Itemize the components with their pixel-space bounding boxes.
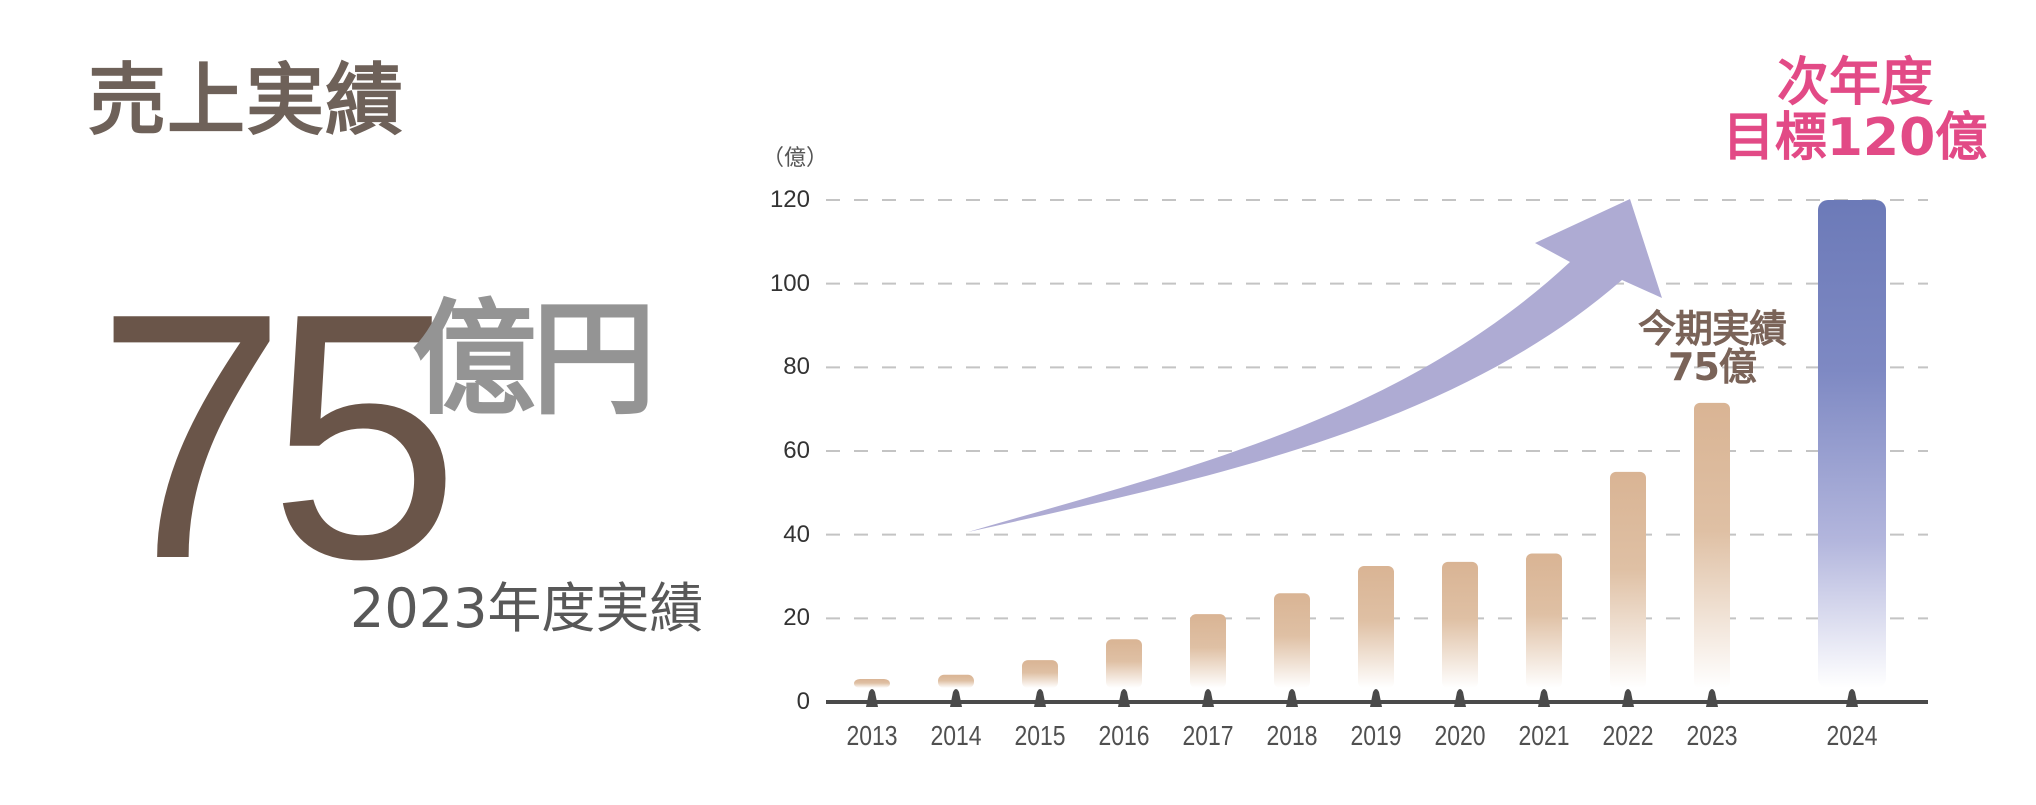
x-tick-label: 2014 (930, 720, 982, 751)
tick-marker-icon (1118, 689, 1130, 707)
growth-arrow-icon (968, 199, 1662, 532)
x-axis-ticks (866, 689, 1858, 707)
target-line1: 次年度 (1776, 53, 1933, 113)
tick-marker-icon (1454, 689, 1466, 707)
bar-2024 (1818, 200, 1886, 688)
bar-2018 (1274, 593, 1310, 688)
tick-marker-icon (1370, 689, 1382, 707)
x-tick-label: 2020 (1434, 720, 1486, 751)
x-tick-label: 2015 (1014, 720, 1066, 751)
tick-marker-icon (950, 689, 962, 707)
tick-marker-icon (1538, 689, 1550, 707)
tick-marker-icon (866, 689, 878, 707)
current-result-line2: 75億 (1668, 345, 1757, 389)
bars (854, 200, 1886, 688)
y-tick-label: 0 (796, 688, 810, 715)
x-tick-label: 2017 (1182, 720, 1234, 751)
x-tick-label: 2024 (1826, 720, 1878, 751)
target-annotation: 次年度 目標120億 (1700, 56, 2010, 165)
x-tick-label: 2023 (1686, 720, 1738, 751)
bar-2014 (938, 674, 974, 688)
y-axis-unit: （億） (762, 146, 829, 171)
bar-2017 (1190, 614, 1226, 688)
x-tick-label: 2019 (1350, 720, 1402, 751)
sales-caption: 2023年度実績 (350, 577, 704, 640)
x-tick-label: 2016 (1098, 720, 1150, 751)
bar-2013 (854, 678, 890, 688)
x-tick-label: 2021 (1518, 720, 1570, 751)
tick-marker-icon (1622, 689, 1634, 707)
bar-2015 (1022, 660, 1058, 688)
bar-2023 (1694, 402, 1730, 688)
tick-marker-icon (1202, 689, 1214, 707)
bar-2022 (1610, 471, 1646, 688)
bar-2021 (1526, 553, 1562, 688)
x-tick-label: 2022 (1602, 720, 1654, 751)
current-result-annotation: 今期実績 75億 (1612, 310, 1812, 386)
target-line2: 目標120億 (1722, 107, 1988, 168)
x-tick-label: 2018 (1266, 720, 1318, 751)
tick-marker-icon (1846, 689, 1858, 707)
y-tick-label: 100 (769, 269, 810, 297)
y-tick-label: 80 (783, 353, 810, 381)
y-tick-label: 40 (783, 520, 810, 548)
x-tick-label: 2013 (846, 720, 898, 751)
sales-value: 75 (96, 241, 460, 632)
bar-2016 (1106, 639, 1142, 688)
current-result-line1: 今期実績 (1637, 307, 1787, 351)
tick-marker-icon (1286, 689, 1298, 707)
y-tick-label: 120 (769, 186, 810, 213)
tick-marker-icon (1034, 689, 1046, 707)
y-tick-label: 60 (783, 437, 810, 464)
tick-marker-icon (1706, 689, 1718, 707)
sales-unit: 億円 (412, 288, 656, 432)
bar-2020 (1442, 561, 1478, 688)
bar-2019 (1358, 566, 1394, 688)
y-tick-label: 20 (783, 604, 810, 632)
page-title: 売上実績 (88, 56, 405, 146)
